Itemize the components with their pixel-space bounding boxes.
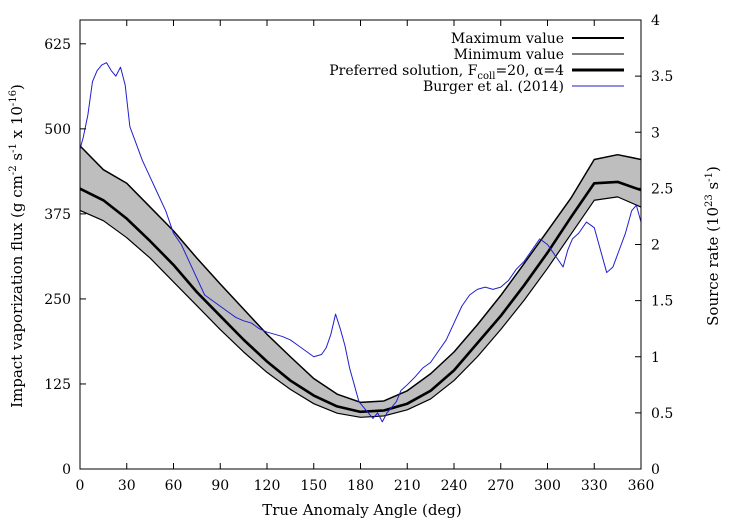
y-left-title-close: ) xyxy=(8,84,26,90)
y-right-tick-label: 0 xyxy=(651,462,660,478)
legend: Maximum value Minimum value Preferred so… xyxy=(329,31,624,95)
legend-label-burger: Burger et al. (2014) xyxy=(423,79,564,95)
burger-2014-line xyxy=(79,62,642,423)
x-tick-label: 30 xyxy=(118,478,136,494)
legend-label-preferred: Preferred solution, Fcoll=20, α=4 xyxy=(329,63,564,82)
y-left-tick-label: 625 xyxy=(44,37,71,53)
x-axis-title: True Anomaly Angle (deg) xyxy=(262,501,462,519)
y-right-tick-label: 1 xyxy=(651,350,660,366)
x-axis-ticks: 0 30 60 90 120 150 180 210 240 270 300 330 360 xyxy=(76,20,655,494)
y-left-title-sup1: -2 xyxy=(8,165,19,175)
x-tick-label: 90 xyxy=(211,478,229,494)
x-tick-label: 120 xyxy=(254,478,281,494)
x-tick-label: 210 xyxy=(394,478,421,494)
y-left-title-main: Impact vaporization flux (g cm xyxy=(8,175,26,408)
y-right-tick-label: 0.5 xyxy=(651,406,673,422)
y-right-tick-label: 2 xyxy=(651,238,660,254)
y-left-tick-label: 250 xyxy=(44,292,71,308)
x-tick-label: 60 xyxy=(165,478,183,494)
x-tick-label: 150 xyxy=(300,478,327,494)
y-left-axis-title: Impact vaporization flux (g cm-2 s-1 x 1… xyxy=(8,84,26,408)
x-tick-label: 0 xyxy=(76,478,85,494)
y-left-tick-label: 375 xyxy=(44,207,71,223)
x-tick-label: 270 xyxy=(487,478,514,494)
y-right-axis-title: Source rate (1023 s-1) xyxy=(704,166,722,326)
y-right-title-sup1: 23 xyxy=(704,194,715,207)
y-left-tick-label: 0 xyxy=(62,462,71,478)
maximum-value-line xyxy=(79,145,642,404)
legend-label-maximum: Maximum value xyxy=(451,31,564,47)
band-fill xyxy=(80,145,641,418)
y-left-title-x: x 10 xyxy=(8,106,26,143)
x-tick-label: 180 xyxy=(347,478,374,494)
y-right-tick-label: 4 xyxy=(651,13,660,29)
uncertainty-band xyxy=(80,145,641,418)
y-right-tick-label: 1.5 xyxy=(651,294,673,310)
x-tick-label: 360 xyxy=(628,478,655,494)
legend-preferred-main: Preferred solution, F xyxy=(329,63,478,79)
x-tick-label: 300 xyxy=(534,478,561,494)
y-right-tick-label: 3.5 xyxy=(651,69,673,85)
preferred-solution-line xyxy=(79,180,642,414)
y-left-tick-label: 500 xyxy=(44,122,71,138)
y-right-tick-label: 2.5 xyxy=(651,181,673,197)
y-right-title-sup2: -1 xyxy=(704,172,715,182)
y-right-tick-label: 3 xyxy=(651,125,660,141)
y-left-title-s: s xyxy=(8,153,26,165)
series-layer xyxy=(79,62,642,423)
y-right-title-close: ) xyxy=(704,166,722,172)
y-left-title-sup2: -1 xyxy=(8,143,19,153)
legend-preferred-tail: =20, α=4 xyxy=(495,63,564,79)
y-right-title-main: Source rate (10 xyxy=(704,207,722,326)
y-right-axis-ticks: 0 0.5 1 1.5 2 2.5 3 3.5 4 xyxy=(635,13,673,478)
legend-label-minimum: Minimum value xyxy=(454,47,564,63)
y-left-title-sup3: -16 xyxy=(8,90,19,106)
y-right-title-s: s xyxy=(704,182,722,194)
x-tick-label: 330 xyxy=(581,478,608,494)
minimum-value-line xyxy=(79,196,642,418)
legend-preferred-sub: coll xyxy=(477,71,495,82)
x-tick-label: 240 xyxy=(441,478,468,494)
y-left-tick-label: 125 xyxy=(44,377,71,393)
y-left-axis-ticks: 0 125 250 375 500 625 xyxy=(44,37,86,478)
